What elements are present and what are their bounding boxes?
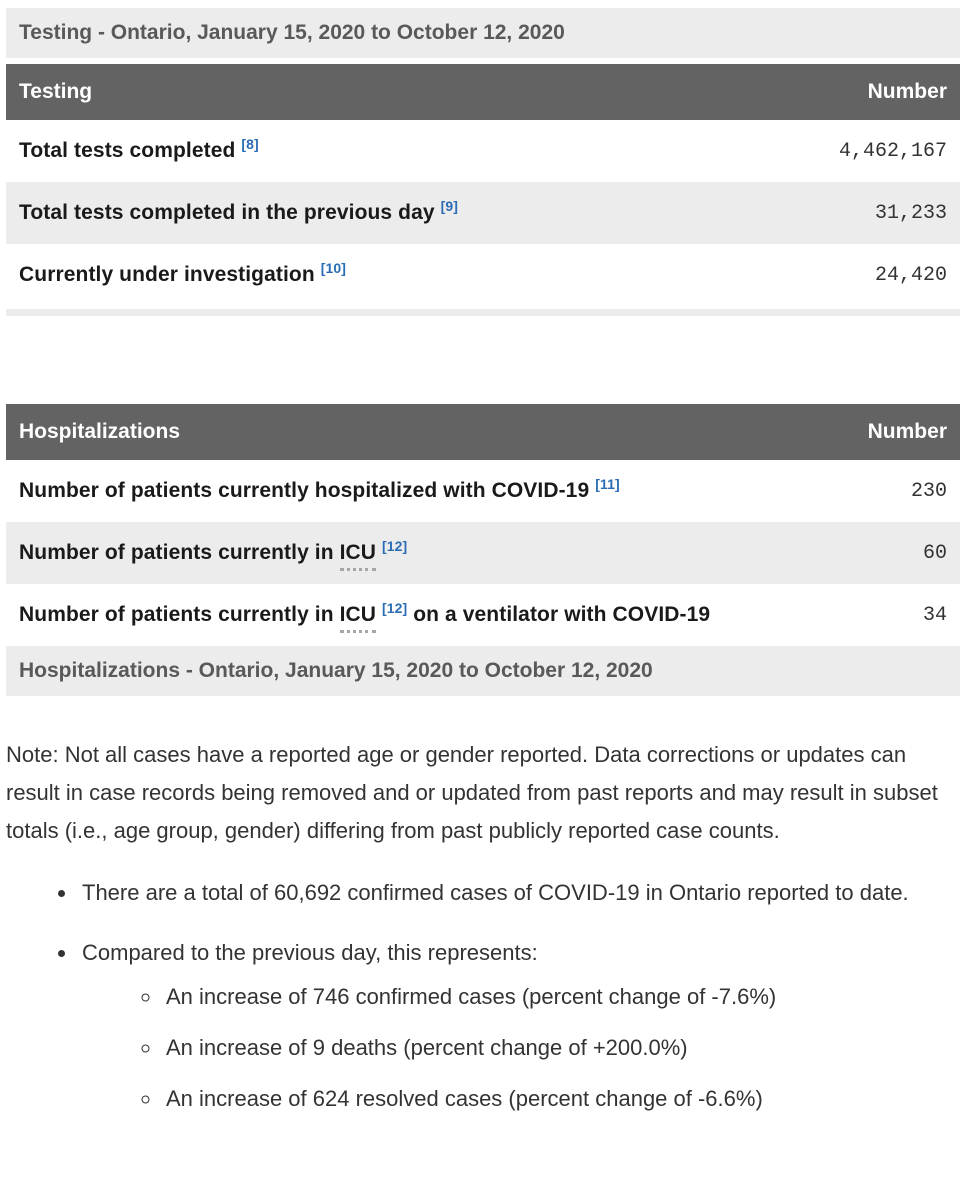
cutoff-row-strip (6, 309, 960, 316)
hospitalizations-column-header: Hospitalizations (19, 420, 181, 443)
row-value: 34 (922, 603, 947, 627)
hospitalizations-table-caption: Hospitalizations - Ontario, January 15, … (6, 646, 960, 696)
footnote-link[interactable]: [12] (382, 600, 408, 616)
row-label-text: on a ventilator with COVID-19 (407, 603, 711, 626)
table-row: Total tests completed in the previous da… (6, 182, 960, 244)
hospitalizations-table-header-row: Hospitalizations Number (6, 404, 960, 460)
number-column-header: Number (867, 420, 947, 443)
testing-column-header: Testing (19, 80, 93, 103)
row-value: 24,420 (874, 263, 947, 287)
table-row: Number of patients currently in ICU [12]… (6, 522, 960, 584)
number-column-header: Number (867, 80, 947, 103)
testing-table-body: Total tests completed [8] 4,462,167 Total … (6, 120, 960, 306)
row-label: Number of patients currently in ICU [12]… (19, 600, 711, 633)
table-row: Number of patients currently in ICU [12]… (6, 584, 960, 646)
testing-table-caption: Testing - Ontario, January 15, 2020 to O… (6, 8, 960, 58)
row-label: Total tests completed in the previous da… (19, 198, 458, 225)
sub-list-item: An increase of 9 deaths (percent change … (162, 1029, 960, 1067)
note-paragraph: Note: Not all cases have a reported age … (6, 742, 938, 843)
row-label: Number of patients currently hospitalize… (19, 476, 620, 503)
row-label: Currently under investigation [10] (19, 260, 347, 287)
row-value: 31,233 (874, 201, 947, 225)
table-row: Currently under investigation [10] 24,420 (6, 244, 960, 306)
row-value: 60 (922, 541, 947, 565)
list-item: Compared to the previous day, this repre… (78, 934, 960, 1118)
list-item: There are a total of 60,692 confirmed ca… (78, 874, 960, 912)
row-label-text: Number of patients currently in (19, 541, 340, 564)
row-label-text: Number of patients currently in (19, 603, 340, 626)
row-label-text: Currently under investigation (19, 263, 321, 286)
row-value: 4,462,167 (838, 139, 947, 163)
covid-report-page: Testing - Ontario, January 15, 2020 to O… (0, 0, 966, 1118)
table-row: Number of patients currently hospitalize… (6, 460, 960, 522)
row-label: Total tests completed [8] (19, 136, 259, 163)
row-label-text: Total tests completed in the previous da… (19, 201, 441, 224)
sub-list-item: An increase of 746 confirmed cases (perc… (162, 978, 960, 1016)
testing-table-section: Testing - Ontario, January 15, 2020 to O… (6, 8, 960, 316)
hospitalizations-table-body: Number of patients currently hospitalize… (6, 460, 960, 646)
sub-list-item: An increase of 624 resolved cases (perce… (162, 1080, 960, 1118)
footnote-link[interactable]: [11] (595, 476, 620, 492)
row-value: 230 (910, 479, 947, 503)
summary-sub-list: An increase of 746 confirmed cases (perc… (82, 978, 960, 1118)
summary-bullet-list: There are a total of 60,692 confirmed ca… (6, 874, 960, 1118)
footnote-link[interactable]: [10] (320, 260, 347, 276)
icu-abbr[interactable]: ICU (339, 603, 377, 633)
row-label-text: Number of patients currently hospitalize… (19, 479, 596, 502)
footnote-link[interactable]: [9] (440, 198, 458, 214)
icu-abbr[interactable]: ICU (339, 541, 377, 571)
table-row: Total tests completed [8] 4,462,167 (6, 120, 960, 182)
hospitalizations-table-section: Hospitalizations Number Number of patien… (6, 404, 960, 696)
testing-table-header-row: Testing Number (6, 64, 960, 120)
footnote-link[interactable]: [8] (241, 136, 259, 152)
row-label: Number of patients currently in ICU [12] (19, 538, 408, 571)
footnote-link[interactable]: [12] (382, 538, 408, 554)
row-label-text: Total tests completed (19, 139, 242, 162)
